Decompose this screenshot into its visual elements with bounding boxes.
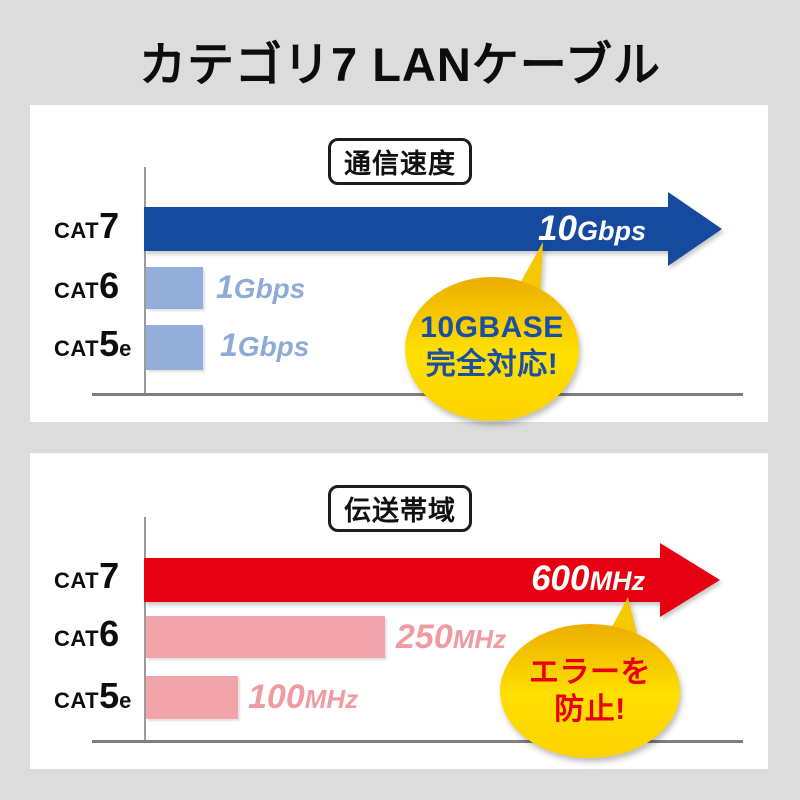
bandwidth-cat7-arrow-bar [144, 543, 720, 617]
cat-suffix: e [119, 688, 132, 713]
bubble-ellipse [405, 277, 579, 421]
value-number: 10 [538, 209, 577, 248]
value-unit: Gbps [233, 273, 306, 304]
bandwidth-cat6-value: 250MHz [396, 618, 506, 657]
speed-cat7-value: 10Gbps [400, 209, 646, 249]
callout-line2: 完全対応! [425, 348, 559, 381]
speed-heading-box: 通信速度 [328, 138, 472, 185]
callout-line1: 10GBASE [420, 311, 564, 344]
bubble-ellipse [500, 624, 680, 758]
speed-y-axis [144, 167, 146, 395]
value-unit: Gbps [237, 331, 310, 362]
value-number: 1 [216, 269, 234, 305]
panel-bandwidth-chart: 伝送帯域 CAT 7 600MHz CAT 6 250MHz CAT 5 e 100MH… [30, 453, 768, 769]
bandwidth-cat5e-label: CAT 5 e [54, 678, 131, 714]
page-title: カテゴリ7 LANケーブル [139, 38, 661, 91]
value-number: 250 [396, 618, 453, 656]
cat-prefix: CAT [54, 626, 100, 651]
speed-callout-text: 10GBASE 完全対応! [405, 309, 579, 383]
cat-number: 6 [99, 613, 120, 654]
speed-cat6-value: 1Gbps [216, 269, 305, 306]
bandwidth-cat7-value: 600MHz [405, 559, 645, 599]
speed-x-axis [92, 393, 743, 396]
speed-heading-label: 通信速度 [344, 149, 456, 179]
value-number: 100 [248, 678, 305, 716]
arrow-head-icon [660, 543, 720, 617]
bandwidth-heading-box: 伝送帯域 [328, 485, 472, 532]
value-unit: Gbps [576, 216, 646, 246]
cat-prefix: CAT [54, 568, 100, 593]
cat-prefix: CAT [54, 278, 100, 303]
bandwidth-cat7-label: CAT 7 [54, 558, 119, 594]
bandwidth-heading-label: 伝送帯域 [344, 496, 456, 526]
cat-number: 7 [99, 205, 120, 246]
cat-prefix: CAT [54, 218, 100, 243]
bandwidth-cat5e-value: 100MHz [248, 678, 358, 717]
bandwidth-cat6-bar [146, 616, 385, 658]
cat-prefix: CAT [54, 336, 100, 361]
speed-cat7-label: CAT 7 [54, 208, 119, 244]
panel-speed-chart: 通信速度 CAT 7 10Gbps CAT 6 1Gbps CAT 5 e 1Gbps … [30, 105, 768, 422]
bandwidth-callout-text: エラーを 防止! [500, 654, 680, 728]
speed-cat7-arrow-bar [144, 192, 722, 266]
bandwidth-y-axis [144, 517, 146, 740]
value-unit: MHz [304, 684, 359, 714]
bandwidth-x-axis [92, 740, 743, 743]
cat-number: 5 [99, 675, 120, 716]
speed-cat6-label: CAT 6 [54, 268, 119, 304]
cat-number: 7 [99, 555, 120, 596]
callout-line2: 防止! [554, 693, 626, 726]
value-unit: MHz [452, 624, 507, 654]
arrow-body [144, 558, 660, 602]
speed-cat5e-bar [146, 325, 203, 370]
cat-suffix: e [119, 336, 132, 361]
cat-number: 5 [99, 323, 120, 364]
bandwidth-cat5e-bar [146, 676, 238, 719]
value-number: 1 [220, 327, 238, 363]
speed-cat5e-value: 1Gbps [220, 327, 309, 364]
speed-cat5e-label: CAT 5 e [54, 326, 131, 362]
arrow-body [144, 207, 668, 251]
speed-cat6-bar [146, 267, 203, 309]
arrow-head-icon [668, 192, 722, 266]
value-unit: MHz [589, 566, 646, 596]
value-number: 600 [531, 559, 590, 598]
cat-prefix: CAT [54, 688, 100, 713]
bandwidth-callout-bubble: エラーを 防止! [495, 588, 690, 763]
bandwidth-cat6-label: CAT 6 [54, 616, 119, 652]
cat-number: 6 [99, 265, 120, 306]
callout-line1: エラーを [529, 656, 651, 689]
speed-callout-bubble: 10GBASE 完全対応! [400, 235, 590, 427]
